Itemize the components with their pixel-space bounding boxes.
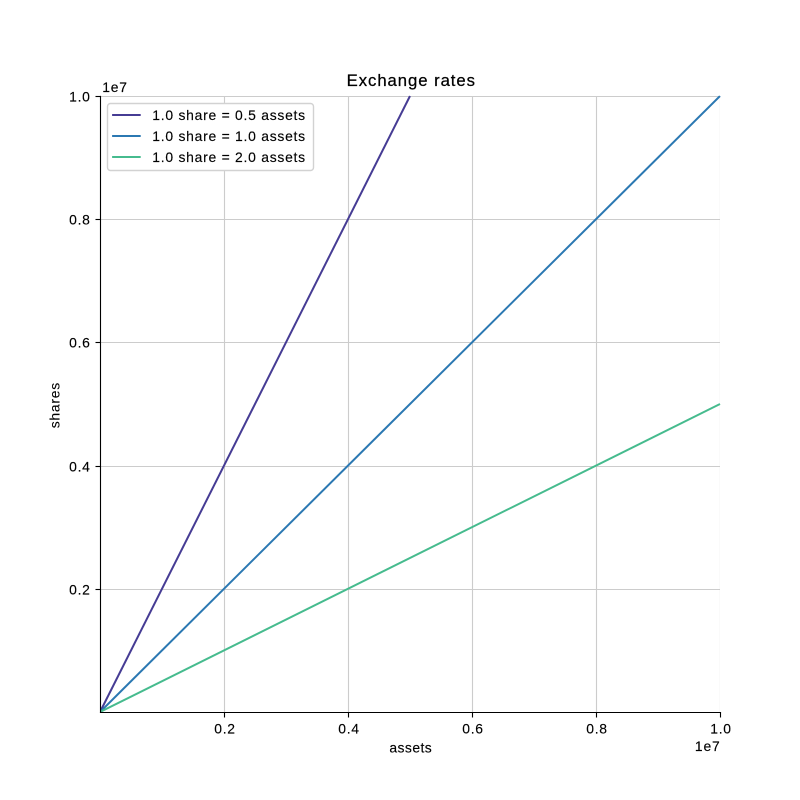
svg-text:1.0: 1.0 — [710, 720, 731, 736]
svg-text:shares: shares — [47, 382, 63, 428]
svg-text:1.0: 1.0 — [69, 89, 90, 105]
svg-text:1.0 share = 2.0 assets: 1.0 share = 2.0 assets — [152, 149, 306, 165]
svg-text:0.2: 0.2 — [69, 582, 90, 598]
svg-text:1e7: 1e7 — [102, 79, 128, 95]
svg-text:0.4: 0.4 — [69, 459, 90, 475]
svg-text:1.0 share = 1.0 assets: 1.0 share = 1.0 assets — [152, 128, 306, 144]
svg-text:0.2: 0.2 — [214, 720, 235, 736]
svg-text:0.8: 0.8 — [586, 720, 607, 736]
svg-text:0.4: 0.4 — [338, 720, 359, 736]
svg-text:0.8: 0.8 — [69, 212, 90, 228]
svg-text:0.6: 0.6 — [69, 335, 90, 351]
svg-text:0.6: 0.6 — [462, 720, 483, 736]
svg-text:Exchange rates: Exchange rates — [347, 71, 476, 90]
svg-text:1.0 share = 0.5 assets: 1.0 share = 0.5 assets — [152, 107, 306, 123]
svg-text:assets: assets — [389, 739, 432, 755]
svg-text:1e7: 1e7 — [695, 738, 721, 754]
